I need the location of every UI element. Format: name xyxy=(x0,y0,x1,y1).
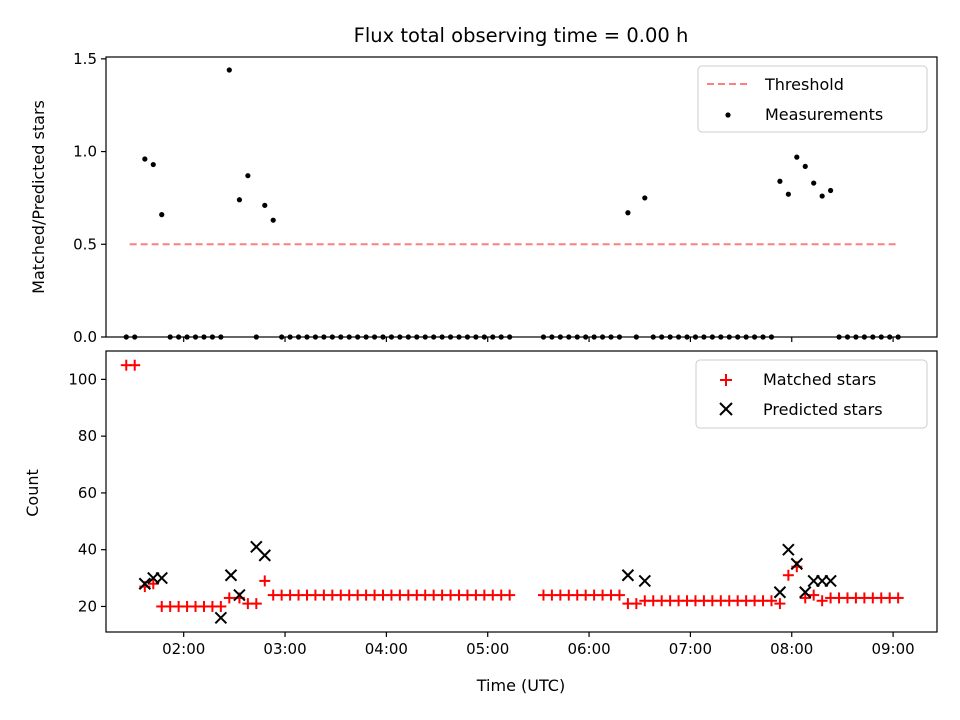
measurement-point xyxy=(777,178,783,184)
measurement-point xyxy=(142,156,148,162)
matched-stars-point xyxy=(630,598,642,610)
x-tick-label: 07:00 xyxy=(669,640,712,658)
measurement-point xyxy=(625,210,631,216)
measurement-point xyxy=(245,173,251,179)
bottom-y-tick-label: 100 xyxy=(68,370,97,388)
x-axis-label: Time (UTC) xyxy=(476,676,565,695)
matched-stars-point xyxy=(129,359,141,371)
matched-stars-point xyxy=(223,592,235,604)
matched-stars-point xyxy=(215,600,227,612)
matched-stars-point xyxy=(250,598,262,610)
bottom-legend-box xyxy=(695,359,928,429)
measurement-point xyxy=(785,191,791,197)
top-axes-frame xyxy=(105,56,938,338)
top-legend-box xyxy=(697,65,928,133)
predicted-stars-point xyxy=(138,577,152,590)
predicted-stars-point xyxy=(155,571,168,585)
bottom-chart: Count Time (UTC) 02:00 03:00 04:00 05:00 06:… xyxy=(23,350,938,695)
predicted-stars-point xyxy=(214,611,228,625)
measurement-point xyxy=(827,187,834,194)
top-y-tick-label: 1.5 xyxy=(73,50,97,68)
x-tick-label: 04:00 xyxy=(365,640,408,658)
top-chart: Flux total observing time = 0.00 h Match… xyxy=(29,24,938,346)
matched-stars-point xyxy=(613,589,625,601)
measurement-point xyxy=(270,217,276,223)
measurements-legend-label: Measurements xyxy=(765,105,883,124)
matched-stars-point xyxy=(892,592,904,604)
matched-legend-swatch xyxy=(720,374,732,386)
x-tick-label: 05:00 xyxy=(466,640,509,658)
measurement-point xyxy=(794,154,800,160)
matched-stars-point xyxy=(799,592,811,604)
x-tick-label: 03:00 xyxy=(263,640,306,658)
threshold-legend-label: Threshold xyxy=(764,75,844,94)
matched-stars-point xyxy=(765,595,777,607)
predicted-stars-point xyxy=(799,586,812,599)
bottom-legend: Matched stars Predicted stars xyxy=(695,359,928,429)
x-tick-label: 09:00 xyxy=(871,640,914,658)
predicted-stars-point xyxy=(638,574,652,588)
bottom-y-tick-label: 20 xyxy=(78,597,97,615)
measurement-point xyxy=(802,163,808,170)
bottom-axes: 02:00 03:00 04:00 05:00 06:00 07:00 08:00 09:00… xyxy=(68,370,914,658)
top-y-tick-label: 0.5 xyxy=(73,235,97,253)
bottom-y-tick-label: 80 xyxy=(78,427,97,445)
measurement-point xyxy=(262,202,268,208)
predicted-stars-point xyxy=(258,549,271,562)
top-y-tick-label: 0.0 xyxy=(73,328,97,346)
predicted-legend-swatch xyxy=(719,402,733,416)
predicted-stars-point xyxy=(233,588,246,602)
predicted-stars-point xyxy=(224,569,238,582)
matched-stars-point xyxy=(782,569,794,581)
matched-stars-point xyxy=(816,595,828,607)
predicted-legend-label: Predicted stars xyxy=(763,400,883,419)
top-axes: 0.0 0.5 1.0 1.5 xyxy=(73,50,894,346)
measurements-legend-swatch xyxy=(725,112,731,118)
bottom-plot-area xyxy=(120,359,904,625)
bottom-y-tick-label: 60 xyxy=(78,484,97,502)
matched-stars-point xyxy=(504,589,516,601)
chart-title: Flux total observing time = 0.00 h xyxy=(354,24,689,47)
predicted-stars-point xyxy=(824,574,837,588)
top-y-tick-label: 1.0 xyxy=(73,143,97,161)
measurement-point xyxy=(150,161,156,168)
predicted-stars-point xyxy=(621,569,635,582)
matched-stars-point xyxy=(774,598,786,610)
x-tick-label: 02:00 xyxy=(162,640,205,658)
top-legend: Threshold Measurements xyxy=(697,65,928,133)
x-tick-label: 06:00 xyxy=(567,640,610,658)
matched-stars-point xyxy=(808,589,820,601)
bottom-axes-frame xyxy=(105,350,938,633)
measurement-point xyxy=(226,67,232,73)
measurement-point xyxy=(811,180,817,186)
predicted-stars-point xyxy=(782,543,795,556)
bottom-y-axis-label: Count xyxy=(23,469,42,517)
bottom-y-tick-label: 40 xyxy=(78,541,97,559)
predicted-stars-point xyxy=(790,557,804,571)
measurement-point xyxy=(159,212,165,218)
matched-legend-label: Matched stars xyxy=(763,370,876,389)
matched-stars-point xyxy=(259,575,271,587)
x-tick-label: 08:00 xyxy=(770,640,813,658)
measurement-point xyxy=(642,195,648,201)
predicted-stars-point xyxy=(773,586,787,599)
top-y-axis-label: Matched/Predicted stars xyxy=(29,100,48,294)
measurement-point xyxy=(819,193,825,199)
measurement-point xyxy=(236,197,243,203)
